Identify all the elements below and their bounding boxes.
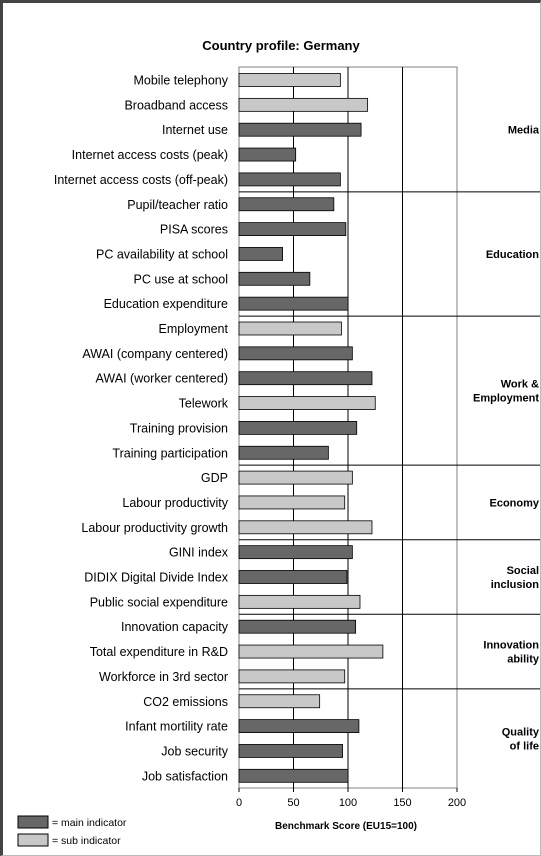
category-label: Pupil/teacher ratio bbox=[127, 198, 228, 212]
bar bbox=[238, 296, 349, 311]
x-axis-label: Benchmark Score (EU15=100) bbox=[275, 821, 417, 832]
group-label: Innovation bbox=[483, 640, 539, 652]
bar bbox=[238, 346, 353, 361]
tick-label: 50 bbox=[287, 797, 299, 809]
bar bbox=[238, 321, 342, 336]
category-label: Labour productivity growth bbox=[81, 521, 228, 535]
category-label: Workforce in 3rd sector bbox=[99, 670, 228, 684]
category-label: Public social expenditure bbox=[90, 595, 228, 609]
category-label: Innovation capacity bbox=[121, 620, 229, 634]
category-label: Training provision bbox=[130, 421, 228, 435]
group-label: Work & bbox=[501, 379, 539, 391]
legend: = main indicator = sub indicator bbox=[17, 815, 127, 847]
category-label: Total expenditure in R&D bbox=[90, 645, 228, 659]
bar bbox=[238, 371, 373, 386]
category-label: PC use at school bbox=[134, 272, 229, 286]
category-label: CO2 emissions bbox=[143, 695, 228, 709]
bar bbox=[238, 172, 341, 187]
category-label: Job satisfaction bbox=[142, 769, 228, 783]
category-label: PISA scores bbox=[160, 223, 228, 237]
legend-swatch bbox=[17, 815, 49, 829]
bar bbox=[238, 197, 335, 212]
group-label: ability bbox=[507, 654, 540, 666]
category-label: Labour productivity bbox=[122, 496, 228, 510]
legend-label: = sub indicator bbox=[52, 835, 121, 847]
bar bbox=[238, 396, 376, 410]
bar bbox=[238, 669, 346, 684]
bar bbox=[238, 420, 358, 435]
legend-label: = main indicator bbox=[52, 817, 127, 829]
category-label: DIDIX Digital Divide Index bbox=[84, 571, 229, 585]
bar bbox=[238, 271, 311, 286]
tick-label: 150 bbox=[393, 797, 411, 809]
category-label: Telework bbox=[179, 397, 229, 411]
group-label: Employment bbox=[473, 393, 539, 405]
chart-title: Country profile: Germany bbox=[202, 38, 360, 53]
group-label: Quality bbox=[502, 727, 540, 739]
category-label: Mobile telephony bbox=[133, 74, 228, 88]
bar bbox=[238, 495, 346, 510]
bar bbox=[238, 744, 343, 758]
bar bbox=[238, 147, 297, 162]
group-label: inclusion bbox=[491, 579, 540, 591]
bar bbox=[238, 619, 357, 634]
category-label: Training participation bbox=[112, 446, 228, 460]
legend-swatch bbox=[17, 833, 49, 847]
group-label: of life bbox=[510, 741, 539, 753]
group-label: Social bbox=[507, 565, 539, 577]
tick-label: 100 bbox=[339, 797, 357, 809]
group-label: Education bbox=[486, 249, 539, 261]
bar bbox=[238, 768, 349, 783]
category-label: PC availability at school bbox=[96, 247, 228, 261]
bar bbox=[238, 644, 384, 659]
group-label: Media bbox=[508, 125, 540, 137]
category-label: GDP bbox=[201, 471, 228, 485]
category-label: Broadband access bbox=[124, 98, 228, 112]
bar bbox=[238, 594, 361, 609]
bar bbox=[238, 73, 341, 87]
bar bbox=[238, 545, 353, 560]
category-label: Internet access costs (peak) bbox=[72, 148, 228, 162]
plot-area: Mobile telephony Broadband access Internet… bbox=[54, 66, 540, 809]
category-label: Internet use bbox=[162, 123, 228, 137]
bar bbox=[238, 520, 373, 535]
category-label: Internet access costs (off-peak) bbox=[54, 173, 228, 187]
bar bbox=[238, 122, 362, 137]
tick-label: 0 bbox=[236, 797, 242, 809]
bar bbox=[238, 570, 348, 584]
bar bbox=[238, 97, 369, 112]
bar bbox=[238, 694, 321, 709]
category-label: AWAI (company centered) bbox=[82, 347, 228, 361]
bar bbox=[238, 222, 347, 237]
bar bbox=[238, 470, 353, 485]
category-label: Education expenditure bbox=[104, 297, 228, 311]
bar bbox=[238, 719, 360, 733]
category-label: GINI index bbox=[169, 546, 229, 560]
category-label: Job security bbox=[161, 744, 228, 758]
category-label: AWAI (worker centered) bbox=[96, 372, 228, 386]
tick-label: 200 bbox=[448, 797, 466, 809]
group-label: Economy bbox=[489, 497, 539, 509]
bar bbox=[238, 445, 329, 460]
category-label: Infant mortility rate bbox=[125, 720, 228, 734]
bar bbox=[238, 247, 283, 261]
category-label: Employment bbox=[159, 322, 229, 336]
